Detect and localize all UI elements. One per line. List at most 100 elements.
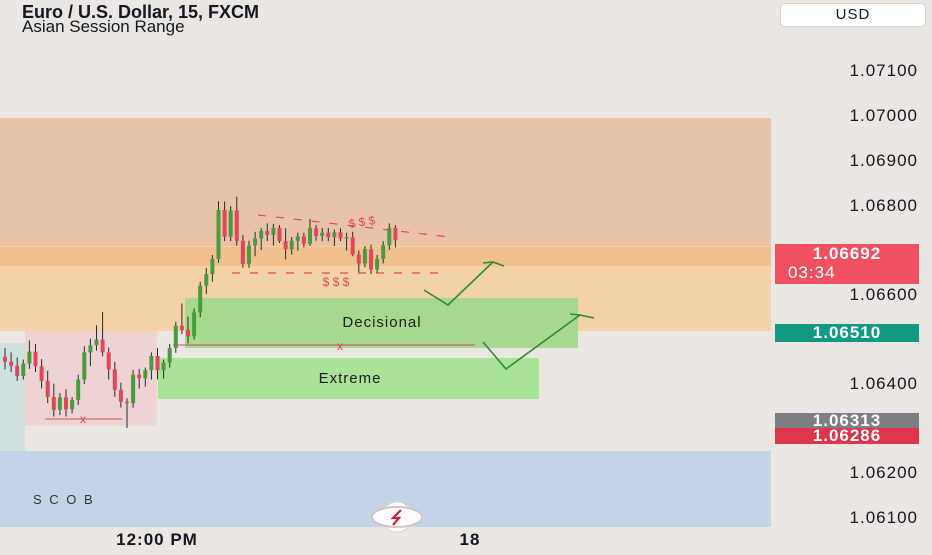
extreme-label: Extreme [319, 370, 382, 387]
x-tick-label: 18 [460, 530, 481, 549]
current-price-value: 1.06692 [812, 244, 882, 263]
tradingview-logo-icon[interactable] [371, 501, 423, 533]
y-tick-label: 1.06200 [850, 463, 918, 482]
candle-body [51, 396, 56, 410]
chart-title: Euro / U.S. Dollar, 15, FXCM [22, 2, 260, 22]
candle-body [332, 232, 337, 238]
sweep-x-mark-left: x [80, 412, 86, 426]
candle-body [295, 236, 300, 241]
candle-body [350, 237, 355, 255]
candle-body [155, 355, 160, 371]
candle-body [161, 362, 166, 371]
projection-arrow-1 [423, 261, 505, 307]
candle-body [27, 351, 32, 364]
candle-body [3, 356, 7, 362]
candle-body [33, 351, 38, 367]
y-tick-label: 1.06800 [850, 196, 918, 215]
candle-body [167, 347, 172, 363]
decisional-label: Decisional [342, 314, 421, 331]
extreme-zone[interactable] [158, 358, 539, 399]
candle-body [125, 401, 129, 404]
left-pink-block [25, 331, 157, 426]
candle-body [9, 361, 14, 366]
indicator-name: Asian Session Range [22, 17, 185, 36]
candle-body [100, 339, 105, 353]
candle-body [369, 249, 373, 270]
y-tick-label: 1.06100 [850, 508, 918, 527]
level-tag-red: 1.06286 [775, 427, 919, 444]
candle-body [247, 245, 251, 264]
candle-body [88, 345, 93, 353]
candle-body [131, 374, 136, 404]
candle-body [222, 210, 227, 237]
candle-body [375, 258, 380, 270]
candle-body [234, 210, 239, 241]
candle-body [76, 379, 81, 401]
candle-body [57, 397, 62, 410]
candle-body [192, 312, 197, 337]
sweep-x-mark-right: x [337, 339, 343, 353]
candle-body [356, 254, 361, 264]
candle-body [381, 245, 386, 259]
candle-body [308, 228, 312, 244]
candle-body [228, 210, 233, 237]
candle-body [94, 339, 99, 346]
candle-body [210, 258, 215, 275]
candle-body [15, 365, 20, 376]
x-tick-label: 12:00 PM [116, 530, 198, 549]
candle-body [137, 374, 142, 379]
candle-body [216, 210, 221, 259]
candle-body [283, 241, 288, 250]
candle-body [387, 227, 392, 246]
candle-body [362, 249, 367, 264]
candle-body [240, 240, 245, 264]
y-tick-label: 1.06400 [850, 374, 918, 393]
candle-body [64, 397, 68, 410]
candle-body [82, 352, 87, 380]
candle-body [265, 230, 270, 235]
projection-arrow-2 [482, 313, 595, 371]
countdown-timer: 03:34 [788, 263, 836, 282]
candle-body [186, 330, 190, 337]
y-axis: 1.07100 1.07000 1.06900 1.06800 1.06600 … [850, 61, 918, 527]
candle-body [173, 325, 178, 348]
y-tick-label: 1.06600 [850, 285, 918, 304]
candle-body [112, 369, 117, 390]
current-price-band [0, 247, 771, 266]
y-tick-label: 1.07000 [850, 106, 918, 125]
liquidity-line-top [257, 214, 451, 238]
current-price-tag: 1.06692 03:34 [775, 244, 919, 284]
candle-body [301, 236, 306, 244]
premium-zone [0, 118, 771, 246]
candle-body [39, 366, 44, 381]
candle-body [314, 228, 319, 236]
candle-body [320, 232, 325, 236]
currency-button[interactable]: USD [780, 3, 926, 27]
level-tag-green: 1.06510 [775, 324, 919, 342]
candle-body [149, 355, 154, 371]
candle-body [118, 389, 123, 402]
candle-body [344, 237, 349, 239]
candle-body [143, 370, 148, 379]
candle-body [204, 274, 209, 286]
candle-body [338, 232, 343, 239]
decisional-zone[interactable] [185, 298, 578, 348]
candle-body [21, 363, 26, 376]
candle-body [198, 285, 203, 313]
candle-body [179, 325, 184, 331]
candle-body [277, 227, 282, 242]
liquidity-label-top: $ $ $ [348, 213, 377, 231]
candle-body [393, 227, 398, 241]
y-tick-label: 1.07100 [850, 61, 918, 80]
candle-body [259, 230, 264, 239]
candle-body [326, 232, 331, 238]
liquidity-label-bottom: $ $ $ [323, 275, 350, 289]
x-axis: 12:00 PM 18 [116, 530, 481, 549]
candle-body [70, 400, 75, 410]
y-tick-label: 1.06900 [850, 151, 918, 170]
candle-body [253, 238, 258, 246]
scob-label: S C O B [33, 492, 95, 507]
candle-body [289, 240, 294, 250]
